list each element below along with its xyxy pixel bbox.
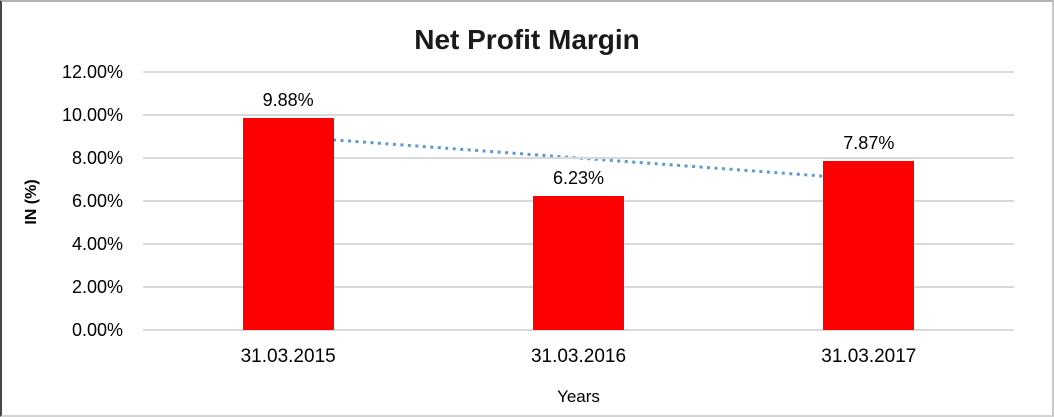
bar-data-label: 7.87%	[843, 132, 895, 153]
gridline	[143, 114, 1014, 116]
y-tick-label: 0.00%	[71, 320, 123, 340]
y-tick-label: 6.00%	[71, 191, 123, 211]
x-axis-title: Years	[557, 387, 600, 406]
x-tick-label: 31.03.2015	[240, 346, 336, 367]
plot-area: 9.88% 6.23% 7.87%	[143, 71, 1014, 331]
bar-data-label: 9.88%	[262, 89, 314, 110]
y-tick-label: 12.00%	[61, 62, 123, 82]
gridline	[143, 157, 1014, 159]
bar	[533, 196, 624, 330]
gridline	[143, 329, 1014, 331]
bar	[242, 117, 334, 330]
y-tick-label: 4.00%	[71, 234, 123, 254]
y-tick-label: 2.00%	[71, 277, 123, 297]
x-tick-label: 31.03.2017	[821, 346, 917, 367]
chart-title: Net Profit Margin	[414, 24, 640, 55]
gridline	[143, 71, 1014, 73]
x-tick-label: 31.03.2016	[530, 346, 627, 367]
y-tick-label: 8.00%	[71, 148, 123, 168]
bar	[823, 160, 915, 330]
y-tick-label: 10.00%	[61, 105, 123, 125]
bar-data-label: 6.23%	[552, 168, 605, 189]
